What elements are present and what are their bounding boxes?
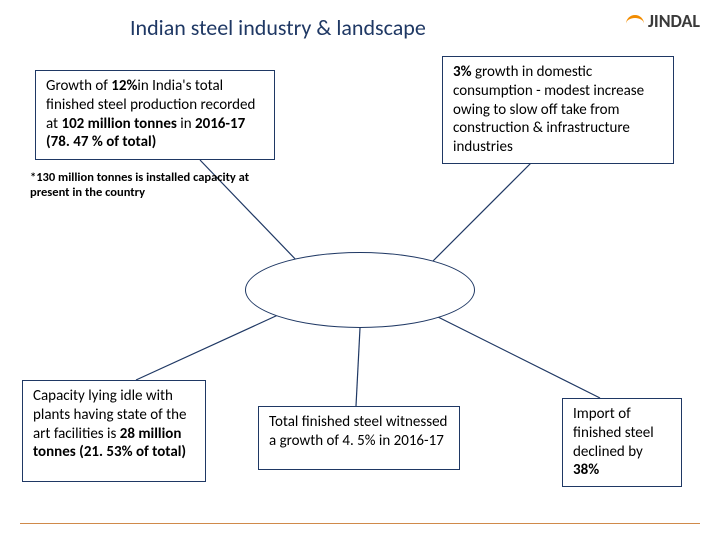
page-title: Indian steel industry & landscape (130, 14, 426, 41)
logo-arc-icon (626, 15, 644, 25)
callout-bottom-right: Import of finished steel declined by 38% (562, 398, 682, 487)
logo-text: JINDAL (648, 10, 700, 32)
callout-top-left: Growth of 12%in India's total finished s… (35, 70, 275, 160)
center-ellipse (245, 252, 475, 328)
footnote-text: *130 million tonnes is installed capacit… (30, 170, 250, 200)
bottom-rule (20, 523, 700, 524)
callout-bottom-left: Capacity lying idle with plants having s… (22, 380, 206, 482)
callout-bottom-mid: Total finished steel witnessed a growth … (258, 406, 460, 470)
brand-logo: JINDAL (626, 10, 700, 32)
callout-top-right: 3% growth in domestic consumption - mode… (442, 56, 674, 164)
